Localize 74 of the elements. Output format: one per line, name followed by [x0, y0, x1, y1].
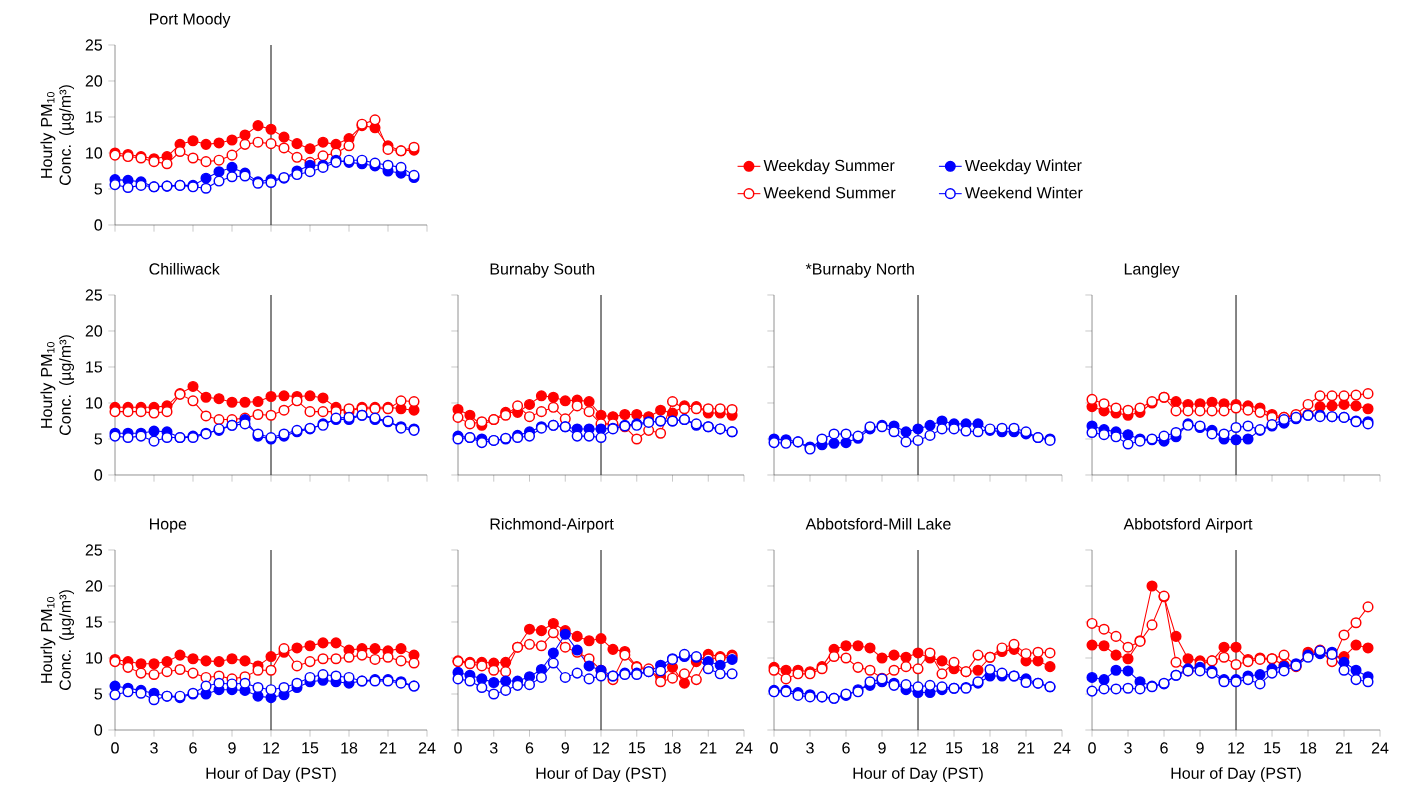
- x-tick-label: 18: [1300, 742, 1317, 754]
- legend-label: Weekend Winter: [964, 186, 1083, 199]
- x-tick-label: 18: [982, 742, 999, 754]
- x-tick-label: 12: [263, 742, 280, 754]
- y-tick-label: 15: [86, 616, 103, 628]
- x-axis-title: Hour of Day (PST): [536, 767, 666, 783]
- chart-title: Richmond-Airport: [490, 517, 614, 533]
- x-tick-label: 24: [1053, 742, 1071, 754]
- x-tick-label: 0: [111, 742, 119, 754]
- y-tick-label: 10: [86, 652, 103, 664]
- y-axis-title: Hourly PM$_{10}$ Conc. (µg/m³): [40, 590, 75, 691]
- x-tick-label: 15: [1264, 742, 1281, 754]
- x-tick-label: 18: [664, 742, 681, 754]
- x-tick-label: 9: [1196, 742, 1204, 754]
- chart-title: Burnaby South: [490, 262, 595, 278]
- chart-title: Port Moody: [150, 12, 231, 28]
- x-axis-title: Hour of Day (PST): [1171, 767, 1301, 783]
- x-tick-label: 12: [910, 742, 927, 754]
- y-tick-label: 25: [85, 544, 103, 556]
- x-tick-label: 0: [770, 742, 778, 754]
- y-tick-label: 5: [94, 433, 103, 445]
- x-tick-label: 6: [842, 742, 850, 754]
- y-tick-label: 0: [94, 724, 103, 736]
- x-axis-title: Hour of Day (PST): [853, 767, 983, 783]
- x-tick-label: 0: [1088, 742, 1096, 754]
- chart-title: *Burnaby North: [805, 262, 914, 278]
- x-axis-title: Hour of Day (PST): [206, 767, 336, 783]
- chart-title: Hope: [150, 518, 187, 533]
- x-tick-label: 24: [1371, 742, 1389, 754]
- x-tick-label: 15: [946, 742, 963, 754]
- x-tick-label: 21: [1335, 742, 1353, 754]
- y-tick-label: 25: [85, 289, 103, 301]
- x-tick-label: 21: [700, 742, 717, 754]
- chart-title: Abbotsford-Mill Lake: [805, 517, 951, 530]
- x-tick-label: 24: [418, 742, 436, 754]
- y-tick-label: 5: [94, 183, 103, 195]
- y-tick-label: 0: [94, 469, 103, 481]
- x-tick-label: 12: [593, 742, 610, 754]
- x-tick-label: 0: [454, 742, 462, 754]
- y-axis-title: Hourly PM$_{10}$ Conc. (µg/m³): [40, 335, 75, 436]
- x-tick-label: 21: [379, 742, 397, 754]
- legend-label: Weekend Summer: [763, 186, 896, 199]
- x-tick-label: 6: [525, 742, 534, 754]
- y-tick-label: 20: [85, 325, 103, 337]
- y-tick-label: 15: [86, 111, 103, 123]
- y-tick-label: 20: [85, 580, 103, 592]
- x-tick-label: 6: [1160, 742, 1168, 754]
- x-tick-label: 3: [150, 742, 158, 754]
- chart-title: Chilliwack: [149, 262, 220, 275]
- x-tick-label: 18: [341, 742, 358, 754]
- x-tick-label: 3: [489, 742, 498, 754]
- x-tick-label: 9: [878, 742, 886, 754]
- x-tick-label: 6: [189, 742, 197, 754]
- y-tick-label: 25: [85, 39, 103, 51]
- x-tick-label: 21: [1017, 742, 1035, 754]
- x-tick-label: 12: [1228, 742, 1245, 754]
- y-tick-label: 0: [94, 219, 103, 231]
- x-tick-label: 9: [561, 742, 569, 754]
- x-tick-label: 24: [735, 742, 753, 754]
- y-tick-label: 10: [86, 147, 103, 159]
- y-tick-label: 10: [86, 397, 103, 409]
- legend-label: Weekday Winter: [964, 159, 1082, 175]
- y-tick-label: 20: [85, 75, 103, 87]
- chart-title: Abbotsford Airport: [1123, 517, 1253, 533]
- y-tick-label: 5: [94, 688, 103, 700]
- y-tick-label: 15: [86, 361, 103, 373]
- x-tick-label: 15: [302, 742, 319, 754]
- x-tick-label: 9: [228, 742, 236, 754]
- y-axis-title: Hourly PM$_{10}$ Conc. (µg/m³): [40, 85, 75, 186]
- chart-title: Langley: [1124, 262, 1180, 278]
- x-tick-label: 3: [806, 742, 814, 754]
- x-tick-label: 15: [629, 742, 645, 754]
- x-tick-label: 3: [1124, 742, 1132, 754]
- legend-label: Weekday Summer: [763, 159, 895, 175]
